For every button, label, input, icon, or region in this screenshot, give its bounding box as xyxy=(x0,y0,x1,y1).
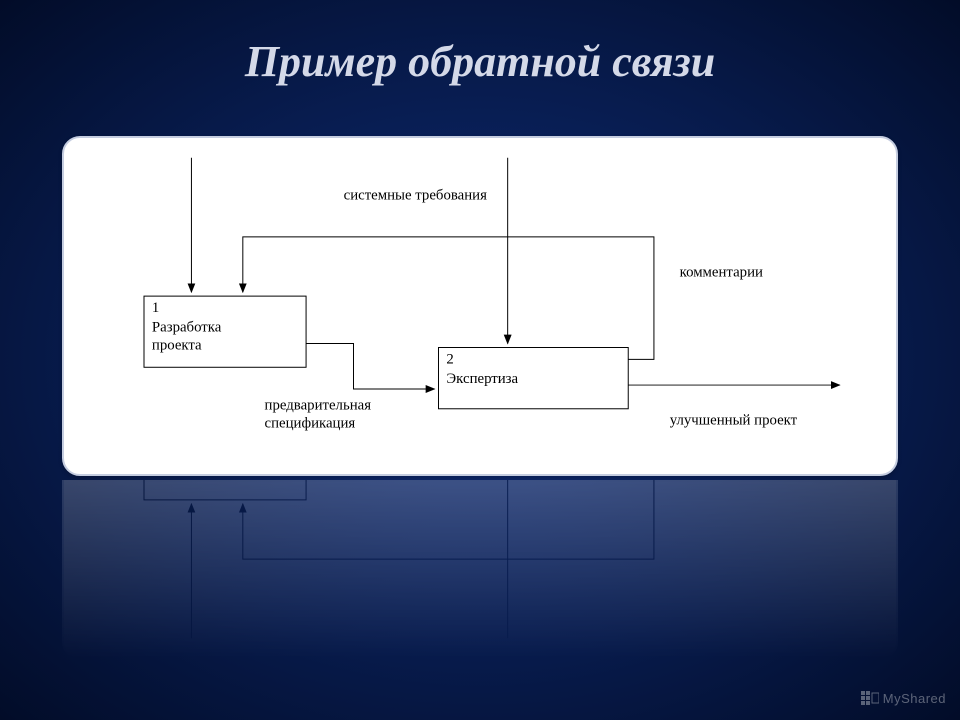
panel-reflection: предварительная спецификация улучшенный … xyxy=(62,480,898,660)
edge-prelim-spec xyxy=(306,344,434,389)
diagram-panel: системные требования комментарии предвар… xyxy=(62,136,898,476)
node-1-line2: проекта xyxy=(152,337,202,353)
node-1-number: 1 xyxy=(152,300,159,316)
node-1-line1: Разработка xyxy=(152,320,222,336)
watermark-icon xyxy=(861,691,879,708)
flowchart-diagram: системные требования комментарии предвар… xyxy=(64,138,896,474)
label-comments: комментарии xyxy=(680,264,763,280)
node-2-line1: Экспертиза xyxy=(446,371,518,387)
label-output: улучшенный проект xyxy=(670,413,798,429)
label-prelim-1: предварительная xyxy=(265,398,372,414)
slide-title: Пример обратной связи xyxy=(0,0,960,107)
watermark-text: MyShared xyxy=(883,691,946,706)
label-sysreq: системные требования xyxy=(344,187,487,203)
watermark: MyShared xyxy=(861,691,946,708)
label-prelim-2: спецификация xyxy=(265,416,356,432)
node-2-number: 2 xyxy=(446,351,453,367)
